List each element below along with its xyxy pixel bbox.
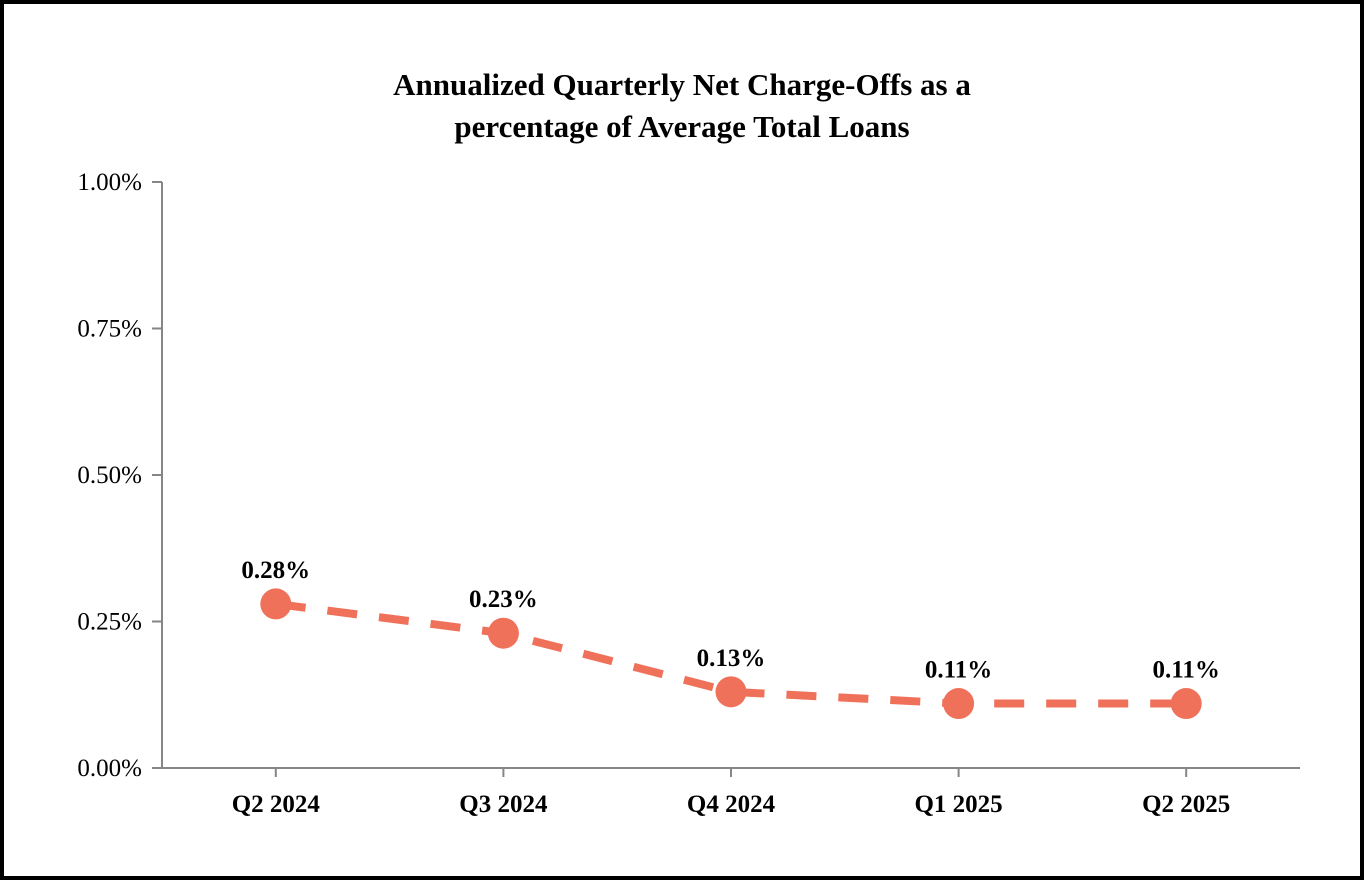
- line-chart: 0.00% 0.25% 0.50% 0.75% 1.00% Q2 2024 Q3 2024 Q…: [77, 169, 1300, 818]
- data-point-label: 0.23%: [469, 586, 538, 613]
- data-point-marker: [260, 588, 292, 620]
- data-point-marker: [715, 676, 747, 708]
- x-axis-category-label: Q2 2024: [232, 791, 321, 818]
- x-axis-category-label: Q4 2024: [687, 791, 776, 818]
- chart-title-line-2: percentage of Average Total Loans: [454, 109, 910, 144]
- x-axis-category-label: Q1 2025: [914, 791, 1002, 818]
- x-axis-category-label: Q2 2025: [1142, 791, 1230, 818]
- data-point-label: 0.11%: [925, 657, 992, 684]
- data-point-label: 0.13%: [697, 645, 766, 672]
- y-axis-tick-label: 1.00%: [77, 169, 142, 196]
- x-axis-category-label: Q3 2024: [459, 791, 548, 818]
- y-axis-tick-label: 0.00%: [77, 755, 142, 782]
- chart-title-line-1: Annualized Quarterly Net Charge-Offs as …: [393, 67, 971, 102]
- chart-title: Annualized Quarterly Net Charge-Offs as …: [4, 64, 1360, 148]
- data-point-label: 0.11%: [1153, 657, 1220, 684]
- data-point-marker: [1170, 688, 1202, 720]
- y-axis-tick-label: 0.50%: [77, 462, 142, 489]
- y-axis-tick-label: 0.75%: [77, 316, 142, 343]
- data-point-marker: [487, 617, 519, 649]
- data-point-label: 0.28%: [241, 557, 310, 584]
- data-point-marker: [943, 688, 975, 720]
- y-axis-tick-label: 0.25%: [77, 609, 142, 636]
